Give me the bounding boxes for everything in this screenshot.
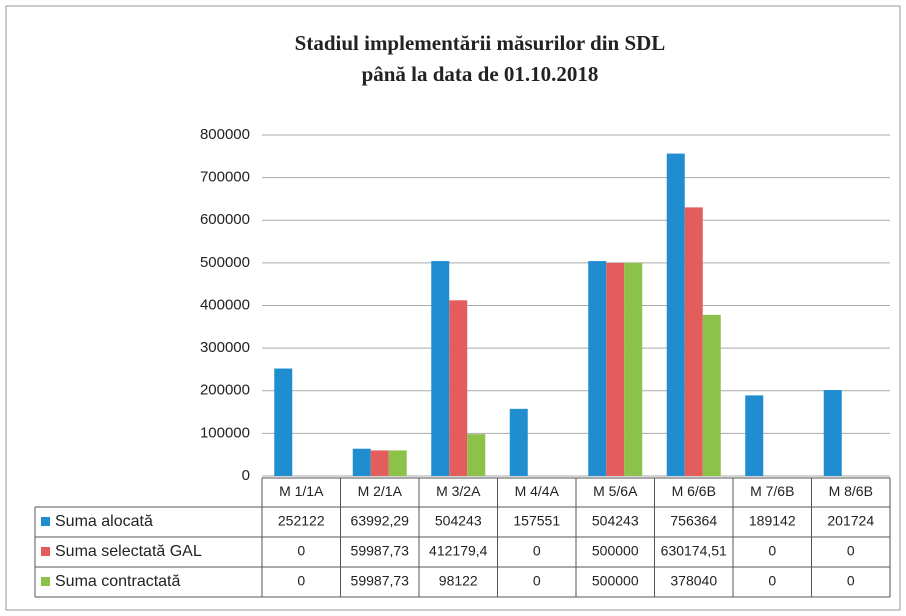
x-tick-label: M 8/6B (829, 483, 873, 499)
table-cell: 0 (768, 543, 776, 559)
x-tick-label: M 4/4A (515, 483, 560, 499)
legend-label: Suma contractată (55, 573, 181, 590)
bar (352, 448, 371, 476)
table-cell: 252122 (278, 513, 325, 529)
chart-subtitle: până la data de 01.10.2018 (362, 62, 599, 86)
table-cell: 59987,73 (351, 543, 410, 559)
legend-swatch (41, 547, 50, 556)
y-tick-label: 100000 (200, 424, 250, 441)
chart-title: Stadiul implementării măsurilor din SDL (295, 31, 666, 55)
table-cell: 0 (297, 543, 305, 559)
y-tick-label: 300000 (200, 339, 250, 356)
table-cell: 0 (847, 573, 855, 589)
bar (684, 207, 703, 476)
bar (823, 390, 842, 476)
table-cell: 630174,51 (661, 543, 727, 559)
x-tick-label: M 7/6B (750, 483, 794, 499)
y-tick-label: 500000 (200, 254, 250, 271)
y-tick-label: 600000 (200, 211, 250, 228)
bar (449, 300, 468, 476)
chart-border (5, 5, 901, 611)
x-tick-label: M 2/1A (358, 483, 403, 499)
bar (666, 153, 685, 476)
table-cell: 63992,29 (351, 513, 410, 529)
table-cell: 98122 (439, 573, 478, 589)
table-cell: 157551 (513, 513, 560, 529)
x-tick-label: M 1/1A (279, 483, 324, 499)
legend-swatch (41, 577, 50, 586)
table-cell: 500000 (592, 543, 639, 559)
bar (588, 261, 607, 476)
table-cell: 0 (533, 573, 541, 589)
table-cell: 59987,73 (351, 573, 410, 589)
y-tick-label: 200000 (200, 382, 250, 399)
table-cell: 0 (847, 543, 855, 559)
table-cell: 504243 (592, 513, 639, 529)
bar (606, 262, 625, 476)
bar (624, 262, 643, 476)
bar (745, 395, 764, 476)
y-tick-label: 0 (242, 467, 250, 484)
legend-label: Suma alocată (55, 513, 153, 530)
bar (274, 368, 293, 476)
table-cell: 504243 (435, 513, 482, 529)
table-cell: 756364 (670, 513, 717, 529)
table-cell: 412179,4 (429, 543, 488, 559)
y-tick-label: 400000 (200, 296, 250, 313)
y-tick-label: 800000 (200, 126, 250, 143)
table-cell: 189142 (749, 513, 796, 529)
x-tick-label: M 6/6B (672, 483, 716, 499)
bar (702, 314, 721, 476)
legend-swatch (41, 517, 50, 526)
table-cell: 0 (768, 573, 776, 589)
bar (467, 434, 486, 476)
table-cell: 500000 (592, 573, 639, 589)
table-cell: 378040 (670, 573, 717, 589)
bar (431, 261, 450, 476)
table-cell: 0 (297, 573, 305, 589)
table-cell: 0 (533, 543, 541, 559)
table-cell: 201724 (827, 513, 874, 529)
x-tick-label: M 5/6A (593, 483, 638, 499)
x-tick-label: M 3/2A (436, 483, 481, 499)
y-tick-label: 700000 (200, 169, 250, 186)
bar (370, 450, 389, 476)
bar (388, 450, 407, 476)
bar (509, 408, 528, 476)
legend-label: Suma selectată GAL (55, 543, 202, 560)
